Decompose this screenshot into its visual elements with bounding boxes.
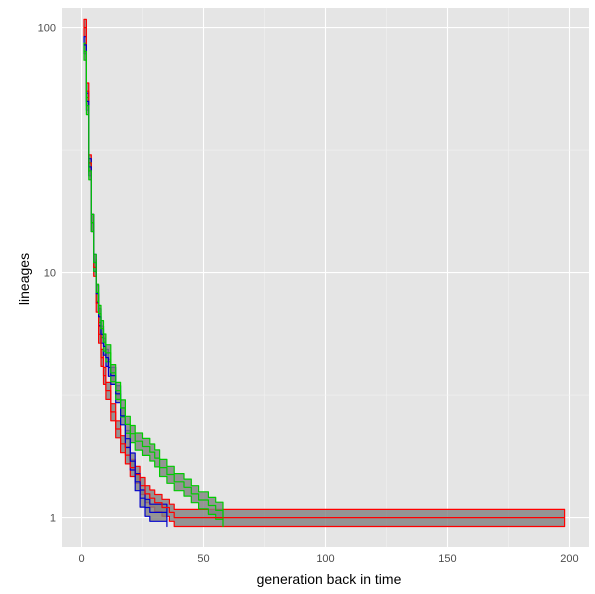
series-line	[84, 50, 224, 518]
x-tick-label: 50	[197, 553, 209, 565]
y-tick-label: 1	[50, 513, 56, 525]
x-tick-label: 200	[560, 553, 578, 565]
x-tick-label: 150	[438, 553, 456, 565]
x-tick-label: 100	[316, 553, 334, 565]
x-tick-label: 0	[78, 553, 84, 565]
y-tick-label: 10	[44, 268, 56, 280]
y-tick-label: 100	[38, 23, 56, 35]
y-axis-title: lineages	[16, 253, 32, 305]
series-lines	[84, 27, 565, 519]
x-axis-title: generation back in time	[257, 571, 402, 587]
y-tick-labels: 1 10 100	[38, 23, 56, 525]
x-tick-labels: 0 50 100 150 200	[78, 553, 578, 565]
